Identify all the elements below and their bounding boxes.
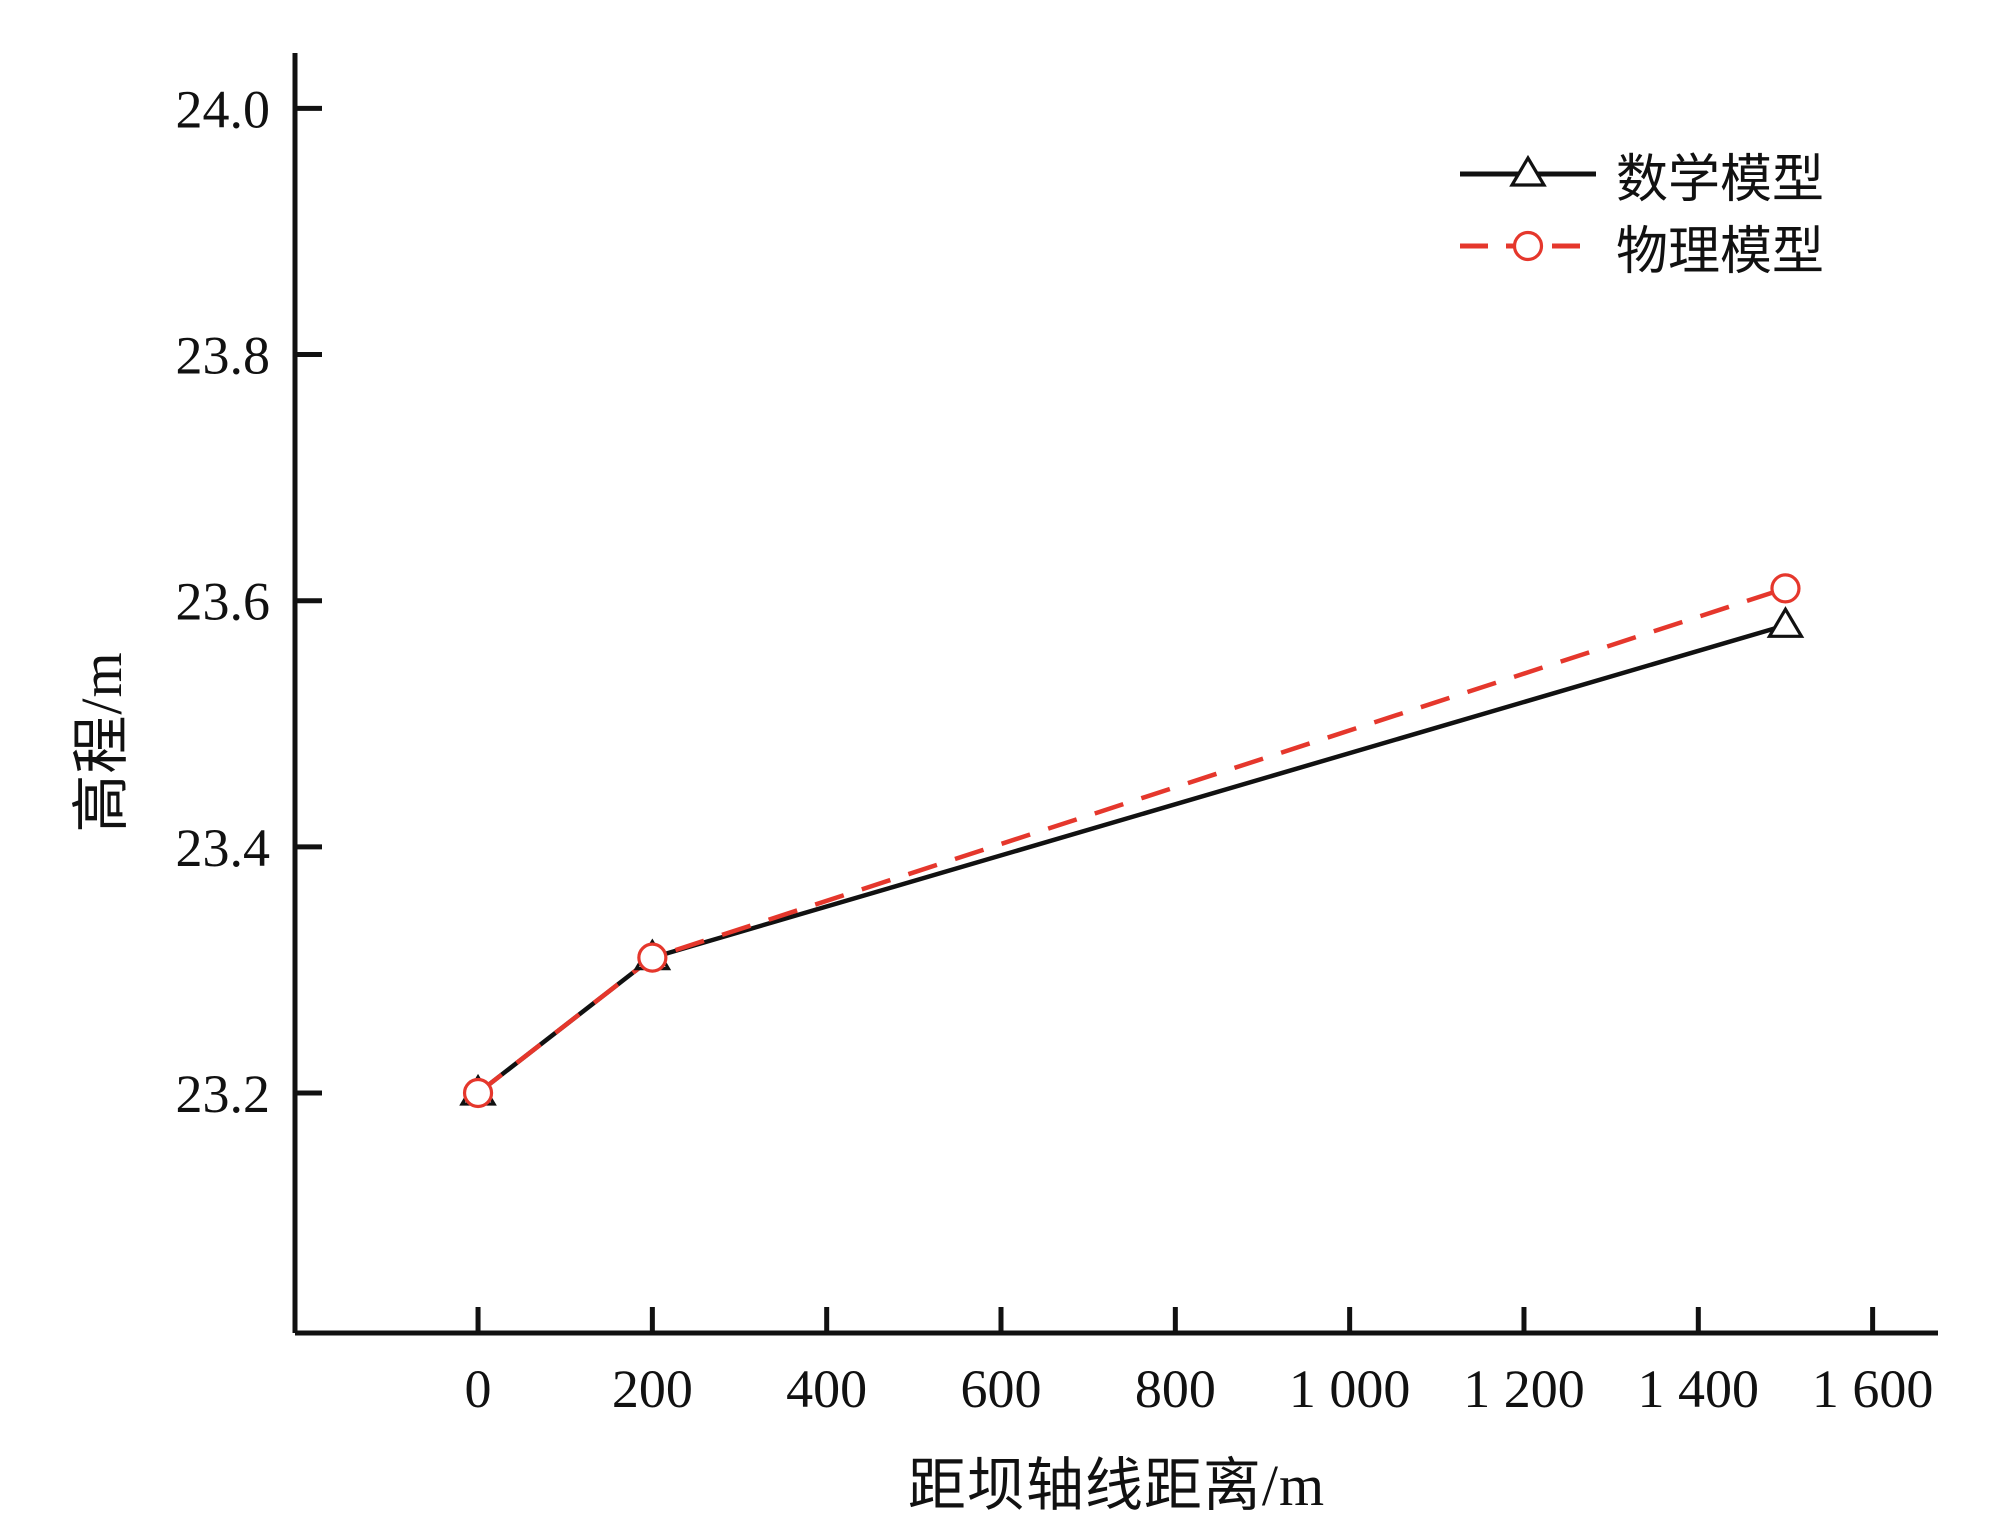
legend-item-math-model: 数学模型: [1458, 140, 1824, 209]
y-tick-label: 23.6: [176, 572, 271, 632]
y-tick-label: 23.2: [176, 1064, 271, 1124]
y-axis-title: 高程/m: [69, 651, 134, 833]
series-marker-circle: [462, 1077, 494, 1109]
series-marker-triangle: [1766, 606, 1805, 638]
legend-marker-circle: [1512, 230, 1544, 262]
legend: 数学模型 物理模型: [1458, 140, 1824, 281]
x-tick-label: 1 200: [1463, 1359, 1585, 1419]
legend-swatch-solid-triangle-icon: [1460, 154, 1596, 187]
series-line: [476, 623, 1787, 1095]
x-tick-label: 1 400: [1638, 1359, 1760, 1419]
series-marker-circle: [637, 942, 668, 973]
legend-swatch-dashed-circle-icon: [1460, 230, 1596, 262]
y-tick-label: 24.0: [176, 79, 271, 139]
series-line: [476, 586, 1787, 1095]
y-tick-label: 23.8: [176, 326, 271, 386]
series-marker-circle: [1770, 573, 1801, 604]
x-tick-label: 1 600: [1812, 1359, 1934, 1419]
legend-item-physical-model: 物理模型: [1458, 212, 1824, 281]
x-tick-label: 800: [1135, 1359, 1216, 1419]
legend-label-math-model: 数学模型: [1616, 151, 1825, 209]
legend-label-physical-model: 物理模型: [1616, 223, 1825, 281]
legend-marker-triangle: [1509, 154, 1547, 187]
x-tick-label: 400: [786, 1359, 867, 1419]
x-tick-label: 1 000: [1289, 1359, 1411, 1419]
x-axis-title: 距坝轴线距离/m: [907, 1453, 1326, 1518]
x-tick-label: 0: [465, 1359, 492, 1419]
y-tick-label: 23.4: [176, 818, 271, 878]
x-tick-label: 600: [961, 1359, 1042, 1419]
x-tick-label: 200: [612, 1359, 693, 1419]
